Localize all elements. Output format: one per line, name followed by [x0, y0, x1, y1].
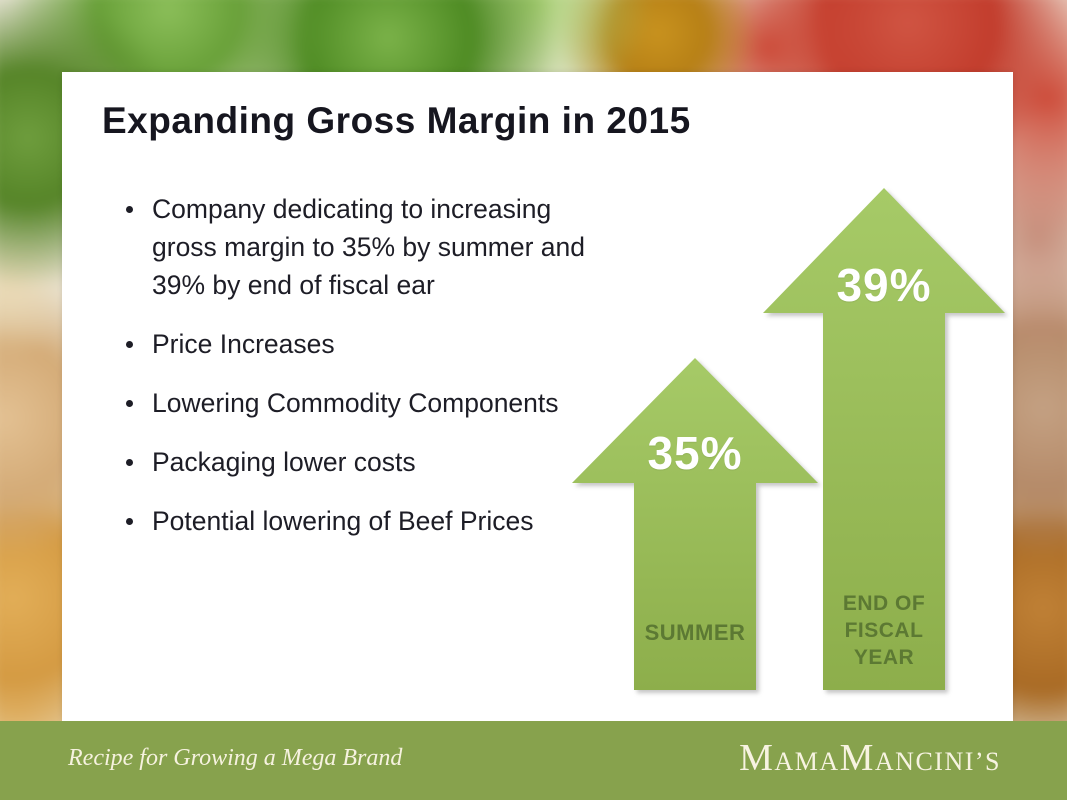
category-label-end-of-fiscal-year: END OF FISCAL YEAR	[842, 592, 926, 669]
bullet-item: Packaging lower costs	[62, 443, 617, 481]
footer-tagline: Recipe for Growing a Mega Brand	[68, 745, 403, 771]
bullet-text: Potential lowering of Beef Prices	[152, 506, 534, 536]
up-arrow-icon	[763, 188, 1005, 690]
slide-title: Expanding Gross Margin in 2015	[102, 100, 691, 141]
bullet-text: Company dedicating to increasing gross m…	[152, 194, 586, 300]
bullet-item: Lowering Commodity Components	[62, 384, 617, 422]
margin-value-end-of-fiscal-year: 39%	[836, 259, 932, 311]
bullet-text: Price Increases	[152, 329, 335, 359]
brand-logo-part: AMA	[774, 747, 840, 776]
bullet-dot-icon	[126, 459, 133, 466]
bullet-text: Packaging lower costs	[152, 447, 416, 477]
brand-logo-part: M	[739, 737, 775, 779]
bullet-item: Price Increases	[62, 325, 617, 363]
bullet-text: Lowering Commodity Components	[152, 388, 559, 418]
bullet-item: Company dedicating to increasing gross m…	[62, 190, 617, 304]
growth-arrow-summer: 35% SUMMER	[572, 358, 818, 690]
bullet-list: Company dedicating to increasing gross m…	[62, 190, 622, 561]
brand-logo: MAMAMANCINI’S	[739, 739, 1001, 777]
bullet-dot-icon	[126, 400, 133, 407]
bullet-dot-icon	[126, 206, 133, 213]
brand-logo-part: ANCINI’S	[874, 747, 1001, 776]
footer-bar: Recipe for Growing a Mega Brand MAMAMANC…	[0, 721, 1067, 800]
margin-value-summer: 35%	[647, 427, 743, 479]
brand-logo-part: M	[839, 737, 875, 779]
up-arrow-icon	[572, 358, 818, 690]
category-label-summer: SUMMER	[644, 620, 746, 645]
bullet-dot-icon	[126, 518, 133, 525]
bullet-dot-icon	[126, 341, 133, 348]
growth-arrow-end-of-fiscal-year: 39% END OF FISCAL YEAR	[763, 188, 1005, 690]
bullet-item: Potential lowering of Beef Prices	[62, 502, 617, 540]
